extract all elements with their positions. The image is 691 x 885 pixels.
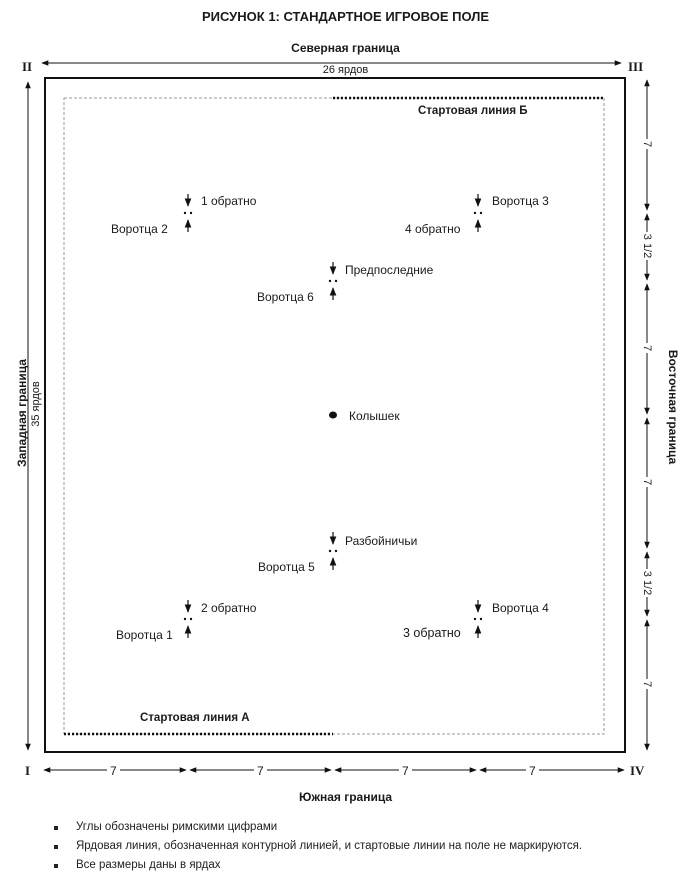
corner-label-ne: III — [628, 59, 644, 74]
hoop-label-3-back: 3 обратно — [403, 626, 461, 640]
hoop-label-4-back: 4 обратно — [405, 222, 461, 236]
south-boundary-label: Южная граница — [298, 790, 393, 804]
note-item: Углы обозначены римскими цифрами — [48, 818, 582, 837]
hoop-label-rover: Разбойничьи — [345, 534, 418, 548]
start-line-b-label: Стартовая линия Б — [418, 105, 528, 117]
hoop-label-1-back: 1 обратно — [201, 194, 257, 208]
south-segment-label: 7 — [399, 764, 412, 778]
notes-list: Углы обозначены римскими цифрами Ярдовая… — [48, 818, 582, 875]
hoop-label-6: Воротца 6 — [257, 290, 314, 304]
hoop-label-3: Воротца 3 — [492, 194, 549, 208]
east-segment-label: 7 — [641, 138, 653, 150]
south-segment-label: 7 — [107, 764, 120, 778]
east-segment-label: 7 — [641, 678, 653, 690]
peg-marker — [329, 411, 337, 419]
hoop-marker-4 — [473, 600, 483, 638]
note-item: Ярдовая линия, обозначенная контурной ли… — [48, 837, 582, 856]
hoop-label-2-back: 2 обратно — [201, 601, 257, 615]
court-boundary — [44, 77, 626, 753]
south-segment-label: 7 — [526, 764, 539, 778]
north-boundary-label: Северная граница — [291, 41, 400, 55]
east-segment-label: 7 — [641, 476, 653, 488]
hoop-label-2: Воротца 2 — [111, 222, 168, 236]
hoop-marker-3 — [473, 194, 483, 232]
east-boundary-label: Восточная граница — [666, 349, 680, 465]
hoop-marker-2 — [183, 194, 193, 232]
diagram-title: РИСУНОК 1: СТАНДАРТНОЕ ИГРОВОЕ ПОЛЕ — [201, 9, 490, 24]
width-dimension-label: 26 ярдов — [0, 63, 691, 77]
corner-label-se: IV — [630, 763, 645, 778]
hoop-marker-6 — [328, 262, 338, 300]
east-segment-label: 3 1/2 — [641, 568, 653, 598]
start-line-a-label: Стартовая линия А — [140, 712, 250, 724]
peg-label: Колышек — [349, 409, 400, 423]
note-item: Все размеры даны в ярдах — [48, 856, 582, 875]
hoop-label-penultimate: Предпоследние — [345, 263, 434, 277]
east-segment-label: 7 — [641, 342, 653, 354]
west-boundary-label: Западная граница — [15, 359, 29, 467]
hoop-marker-1 — [183, 600, 193, 638]
hoop-label-5: Воротца 5 — [258, 560, 315, 574]
corner-label-sw: I — [25, 763, 31, 778]
hoop-marker-5 — [328, 532, 338, 570]
hoop-label-1: Воротца 1 — [116, 628, 173, 642]
hoop-label-4: Воротца 4 — [492, 601, 549, 615]
length-dimension-label: 35 ярдов — [30, 354, 42, 454]
corner-label-nw: II — [22, 59, 33, 74]
east-segment-label: 3 1/2 — [641, 231, 653, 261]
south-segment-label: 7 — [254, 764, 267, 778]
